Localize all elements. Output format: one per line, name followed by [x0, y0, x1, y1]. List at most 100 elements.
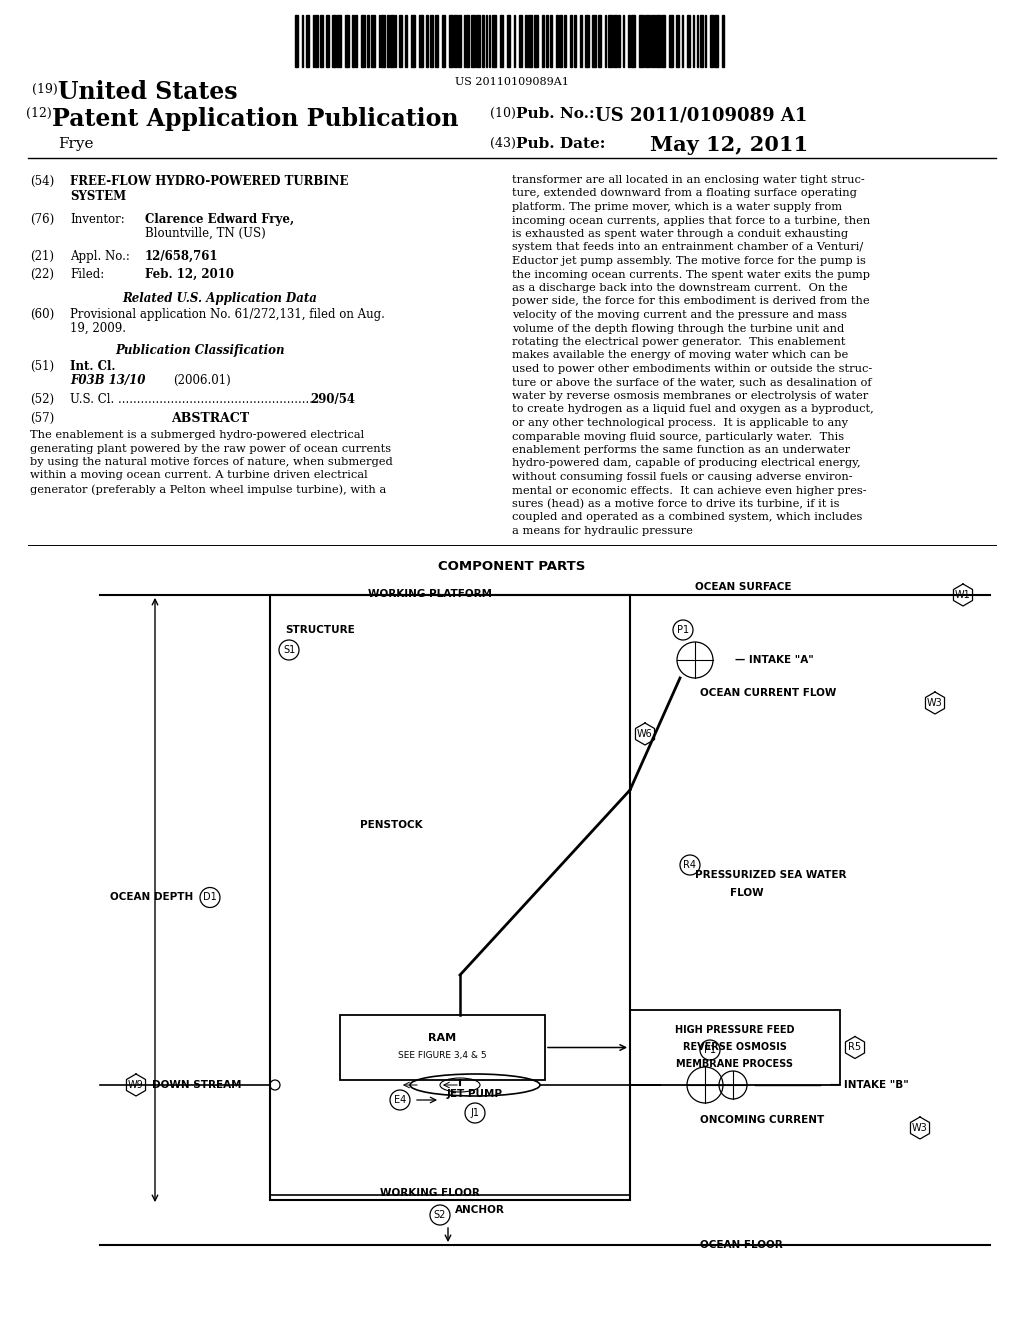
Bar — [306, 15, 309, 67]
Bar — [430, 15, 433, 67]
Bar — [406, 15, 407, 67]
Text: Frye: Frye — [58, 137, 93, 150]
Text: May 12, 2011: May 12, 2011 — [650, 135, 808, 154]
Bar — [700, 15, 703, 67]
Text: (2006.01): (2006.01) — [173, 374, 230, 387]
Text: W3: W3 — [927, 698, 943, 708]
Text: (21): (21) — [30, 249, 54, 263]
Text: ture or above the surface of the water, such as desalination of: ture or above the surface of the water, … — [512, 378, 871, 388]
Bar — [399, 15, 402, 67]
Bar — [592, 15, 596, 67]
Text: mental or economic effects.  It can achieve even higher pres-: mental or economic effects. It can achie… — [512, 486, 866, 495]
Bar — [466, 15, 469, 67]
Bar — [722, 15, 724, 67]
Bar — [371, 15, 375, 67]
Bar — [546, 15, 548, 67]
Text: 12/658,761: 12/658,761 — [145, 249, 218, 263]
Bar — [500, 15, 503, 67]
Text: F03B 13/10: F03B 13/10 — [70, 374, 145, 387]
Bar — [442, 15, 445, 67]
Bar — [507, 15, 510, 67]
Text: (60): (60) — [30, 308, 54, 321]
Bar — [550, 15, 552, 67]
Text: HIGH PRESSURE FEED: HIGH PRESSURE FEED — [675, 1026, 795, 1035]
Text: makes available the energy of moving water which can be: makes available the energy of moving wat… — [512, 351, 848, 360]
Bar — [345, 15, 349, 67]
Text: enablement performs the same function as an underwater: enablement performs the same function as… — [512, 445, 850, 455]
Text: U.S. Cl. .....................................................: U.S. Cl. ...............................… — [70, 393, 316, 407]
Text: FREE-FLOW HYDRO-POWERED TURBINE: FREE-FLOW HYDRO-POWERED TURBINE — [70, 176, 348, 187]
Bar — [270, 595, 630, 1200]
Bar — [585, 15, 589, 67]
Text: COMPONENT PARTS: COMPONENT PARTS — [438, 560, 586, 573]
Bar — [319, 15, 323, 67]
Text: generator (preferably a Pelton wheel impulse turbine), with a: generator (preferably a Pelton wheel imp… — [30, 484, 386, 495]
Bar — [326, 15, 329, 67]
Text: transformer are all located in an enclosing water tight struc-: transformer are all located in an enclos… — [512, 176, 864, 185]
Bar — [435, 15, 438, 67]
Bar — [534, 15, 538, 67]
Bar — [687, 15, 690, 67]
Bar — [471, 15, 475, 67]
Text: (57): (57) — [30, 412, 54, 425]
Text: ANCHOR: ANCHOR — [455, 1205, 505, 1214]
Text: — INTAKE "A": — INTAKE "A" — [735, 655, 814, 665]
Text: STRUCTURE: STRUCTURE — [285, 624, 354, 635]
Text: OCEAN FLOOR: OCEAN FLOOR — [700, 1239, 782, 1250]
Bar — [361, 15, 365, 67]
Text: WORKING PLATFORM: WORKING PLATFORM — [368, 589, 492, 599]
Text: comparable moving fluid source, particularly water.  This: comparable moving fluid source, particul… — [512, 432, 844, 441]
Ellipse shape — [440, 1078, 480, 1092]
Bar — [449, 15, 453, 67]
Text: by using the natural motive forces of nature, when submerged: by using the natural motive forces of na… — [30, 457, 393, 467]
Bar — [618, 15, 620, 67]
Bar — [646, 15, 649, 67]
Text: D1: D1 — [203, 892, 217, 903]
Bar — [295, 15, 298, 67]
Text: (22): (22) — [30, 268, 54, 281]
Text: W1: W1 — [955, 590, 971, 601]
Text: within a moving ocean current. A turbine driven electrical: within a moving ocean current. A turbine… — [30, 470, 368, 480]
Text: Eductor jet pump assembly. The motive force for the pump is: Eductor jet pump assembly. The motive fo… — [512, 256, 866, 267]
Text: Clarence Edward Frye,: Clarence Edward Frye, — [145, 213, 294, 226]
Text: OCEAN SURFACE: OCEAN SURFACE — [695, 582, 792, 591]
Text: hydro-powered dam, capable of producing electrical energy,: hydro-powered dam, capable of producing … — [512, 458, 860, 469]
Bar — [639, 15, 643, 67]
Text: used to power other embodiments within or outside the struc-: used to power other embodiments within o… — [512, 364, 872, 374]
Text: 290/54: 290/54 — [310, 393, 355, 407]
Bar — [656, 15, 660, 67]
Bar — [525, 15, 527, 67]
Bar — [426, 15, 428, 67]
Text: velocity of the moving current and the pressure and mass: velocity of the moving current and the p… — [512, 310, 847, 319]
Text: Pub. Date:: Pub. Date: — [516, 137, 605, 150]
Text: J1: J1 — [470, 1107, 479, 1118]
Bar — [332, 15, 336, 67]
Text: (51): (51) — [30, 360, 54, 374]
Bar — [340, 1015, 545, 1080]
Bar — [613, 15, 617, 67]
Text: (12): (12) — [26, 107, 52, 120]
Bar — [419, 15, 423, 67]
Bar — [482, 15, 484, 67]
Text: Pub. No.:: Pub. No.: — [516, 107, 595, 121]
Text: or any other technological process.  It is applicable to any: or any other technological process. It i… — [512, 418, 848, 428]
Text: (54): (54) — [30, 176, 54, 187]
Bar — [411, 15, 415, 67]
Text: REVERSE OSMOSIS: REVERSE OSMOSIS — [683, 1041, 786, 1052]
Text: coupled and operated as a combined system, which includes: coupled and operated as a combined syste… — [512, 512, 862, 523]
Text: OCEAN DEPTH: OCEAN DEPTH — [110, 892, 194, 903]
Text: a means for hydraulic pressure: a means for hydraulic pressure — [512, 525, 693, 536]
Text: Related U.S. Application Data: Related U.S. Application Data — [123, 292, 317, 305]
Bar — [528, 15, 532, 67]
Text: Publication Classification: Publication Classification — [116, 345, 285, 356]
Text: platform. The prime mover, which is a water supply from: platform. The prime mover, which is a wa… — [512, 202, 842, 213]
Text: (52): (52) — [30, 393, 54, 407]
Text: R4: R4 — [683, 861, 696, 870]
Bar — [676, 15, 679, 67]
Text: Blountville, TN (US): Blountville, TN (US) — [145, 227, 266, 240]
Text: FLOW: FLOW — [730, 888, 764, 898]
Bar — [390, 15, 394, 67]
Text: water by reverse osmosis membranes or electrolysis of water: water by reverse osmosis membranes or el… — [512, 391, 868, 401]
Text: volume of the depth flowing through the turbine unit and: volume of the depth flowing through the … — [512, 323, 844, 334]
Text: Int. Cl.: Int. Cl. — [70, 360, 116, 374]
